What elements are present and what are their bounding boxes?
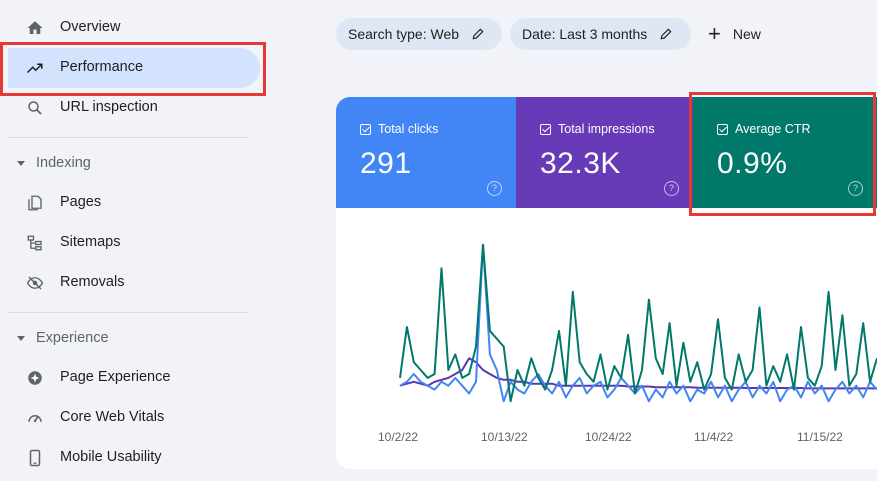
x-tick-label: 11/15/22	[797, 430, 843, 444]
sidebar-item-removals[interactable]: Removals	[8, 263, 260, 303]
divider	[8, 312, 248, 313]
section-title: Indexing	[36, 155, 91, 171]
x-tick-label: 11/4/22	[694, 430, 734, 444]
chip-label: Search type: Web	[348, 26, 460, 42]
x-tick-label: 10/24/22	[585, 430, 632, 444]
home-icon	[25, 18, 45, 38]
checkbox-icon[interactable]	[717, 123, 728, 135]
checkbox-icon[interactable]	[540, 123, 551, 135]
gauge-icon	[25, 408, 45, 428]
sidebar-item-url-inspection[interactable]: URL inspection	[8, 88, 260, 128]
sidebar-item-label: Overview	[60, 19, 121, 35]
chip-label: Date: Last 3 months	[522, 26, 648, 42]
caret-down-icon	[17, 160, 25, 166]
pencil-icon	[660, 28, 672, 40]
sidebar-item-mobile-usability[interactable]: Mobile Usability	[8, 438, 260, 478]
caret-down-icon	[17, 335, 25, 341]
metric-value: 32.3K	[540, 147, 621, 180]
metric-label: Total impressions	[558, 122, 655, 136]
sidebar-item-sitemaps[interactable]: Sitemaps	[8, 223, 260, 263]
x-tick-label: 10/13/22	[481, 430, 528, 444]
metric-label: Total clicks	[378, 122, 439, 136]
trending-up-icon	[25, 58, 45, 78]
page-experience-icon	[25, 368, 45, 388]
metric-label: Average CTR	[735, 122, 811, 136]
sidebar-item-label: Pages	[60, 194, 102, 210]
sidebar-item-performance[interactable]: Performance	[8, 48, 260, 88]
help-icon[interactable]: ?	[664, 181, 679, 196]
sitemap-icon	[25, 233, 45, 253]
phone-icon	[25, 448, 45, 468]
help-icon[interactable]: ?	[848, 181, 863, 196]
eye-off-icon	[25, 273, 45, 293]
sidebar-item-overview[interactable]: Overview	[8, 8, 260, 48]
section-indexing-toggle[interactable]: Indexing	[12, 151, 91, 175]
metric-average-ctr[interactable]: Average CTR 0.9% ?	[693, 97, 877, 208]
help-icon[interactable]: ?	[487, 181, 502, 196]
clicks-series-line	[399, 243, 877, 403]
search-icon	[25, 98, 45, 118]
sidebar-item-label: Removals	[60, 274, 125, 290]
pages-icon	[25, 193, 45, 213]
search-type-chip[interactable]: Search type: Web	[336, 18, 502, 50]
sidebar-item-label: Core Web Vitals	[60, 409, 165, 425]
sidebar-item-label: Mobile Usability	[60, 449, 162, 465]
highlight-box-performance	[0, 42, 266, 96]
sidebar-nav: Overview Performance URL inspection Inde…	[0, 0, 276, 481]
performance-card: Total clicks 291 ? Total impressions 32.…	[336, 97, 877, 469]
metric-total-clicks[interactable]: Total clicks 291 ?	[336, 97, 516, 208]
metric-value: 0.9%	[717, 147, 788, 180]
metric-value: 291	[360, 147, 412, 180]
section-title: Experience	[36, 330, 109, 346]
checkbox-icon[interactable]	[360, 123, 371, 135]
sidebar-item-label: URL inspection	[60, 99, 158, 115]
sidebar-item-pages[interactable]: Pages	[8, 183, 260, 223]
date-chip[interactable]: Date: Last 3 months	[510, 18, 691, 50]
x-tick-label: 10/2/22	[378, 430, 419, 444]
impressions-series-line	[399, 357, 877, 390]
performance-line-chart	[399, 243, 877, 403]
section-experience-toggle[interactable]: Experience	[12, 326, 109, 350]
new-label: New	[732, 26, 761, 42]
sidebar-item-page-experience[interactable]: Page Experience	[8, 358, 260, 398]
sidebar-item-label: Page Experience	[60, 369, 171, 385]
metric-total-impressions[interactable]: Total impressions 32.3K ?	[516, 97, 693, 208]
new-filter-button[interactable]: + New	[708, 18, 761, 50]
sidebar-item-label: Sitemaps	[60, 234, 121, 250]
pencil-icon	[472, 28, 484, 40]
highlight-box-average-ctr	[689, 92, 876, 216]
divider	[8, 137, 248, 138]
sidebar-item-label: Performance	[60, 59, 144, 75]
plus-icon: +	[708, 21, 721, 46]
sidebar-item-core-web-vitals[interactable]: Core Web Vitals	[8, 398, 260, 438]
ctr-series-line	[399, 243, 877, 403]
